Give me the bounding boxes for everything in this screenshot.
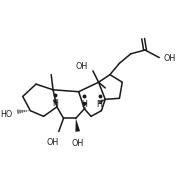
Text: OH: OH	[163, 54, 175, 63]
Text: OH: OH	[47, 138, 59, 147]
Text: H: H	[81, 101, 87, 110]
Text: HO: HO	[0, 110, 12, 119]
Text: H: H	[97, 101, 102, 110]
Polygon shape	[75, 118, 80, 132]
Text: H: H	[52, 99, 58, 108]
Text: OH: OH	[76, 62, 88, 71]
Text: OH: OH	[72, 139, 84, 148]
